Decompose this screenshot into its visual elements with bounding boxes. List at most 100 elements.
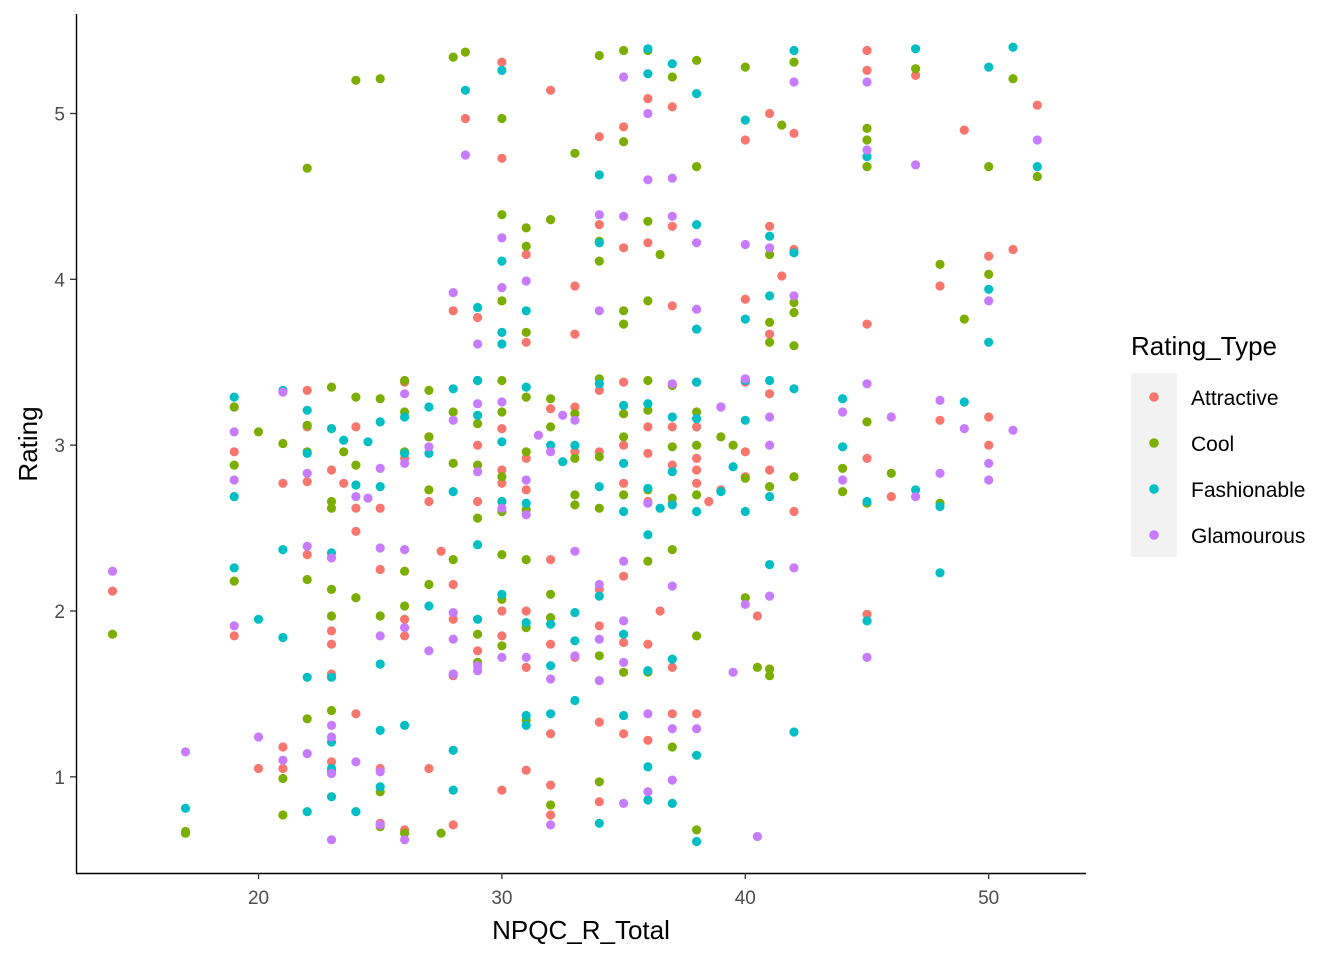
- point-glamourous-68: [619, 657, 629, 668]
- legend-key-cool: [1149, 438, 1159, 448]
- point-fashionable-67: [594, 238, 604, 248]
- legend-label-fashionable: Fashionable: [1191, 479, 1305, 502]
- point-attractive-108: [667, 709, 677, 719]
- point-glamourous-75: [667, 173, 677, 183]
- point-attractive-61: [521, 662, 531, 673]
- point-fashionable-10: [302, 672, 312, 682]
- point-cool-93: [619, 137, 629, 147]
- point-cool-148: [911, 64, 921, 74]
- point-glamourous-59: [594, 210, 604, 220]
- point-cool-95: [619, 319, 629, 329]
- point-attractive-91: [619, 729, 629, 739]
- point-cool-151: [959, 314, 969, 324]
- point-fashionable-11: [302, 807, 312, 817]
- point-glamourous-49: [521, 510, 531, 520]
- point-attractive-114: [692, 709, 702, 719]
- point-fashionable-122: [911, 485, 921, 495]
- point-fashionable-30: [424, 402, 434, 412]
- point-cool-57: [497, 375, 507, 386]
- point-fashionable-69: [594, 482, 604, 492]
- point-cool-83: [570, 500, 580, 510]
- point-attractive-130: [789, 128, 799, 138]
- point-cool-61: [497, 550, 507, 560]
- point-fashionable-62: [570, 440, 580, 450]
- point-fashionable-70: [594, 591, 604, 601]
- point-attractive-124: [765, 108, 775, 119]
- point-cool-111: [667, 442, 677, 452]
- point-glamourous-109: [984, 296, 994, 306]
- point-fashionable-121: [911, 44, 921, 54]
- point-fashionable-24: [375, 659, 385, 669]
- point-glamourous-31: [448, 288, 458, 298]
- point-cool-86: [594, 256, 604, 266]
- point-cool-70: [521, 555, 531, 565]
- point-glamourous-100: [862, 145, 872, 155]
- point-attractive-71: [570, 281, 580, 291]
- point-glamourous-27: [400, 623, 410, 633]
- point-glamourous-10: [302, 749, 312, 759]
- point-attractive-19: [351, 422, 361, 432]
- point-attractive-67: [546, 639, 556, 649]
- point-fashionable-31: [424, 448, 434, 458]
- point-cool-96: [619, 409, 629, 419]
- point-attractive-21: [351, 526, 361, 537]
- point-attractive-77: [594, 220, 604, 230]
- point-cool-18: [326, 584, 337, 595]
- point-glamourous-94: [789, 77, 799, 87]
- point-cool-75: [546, 422, 556, 432]
- point-fashionable-100: [716, 487, 726, 497]
- point-attractive-63: [546, 85, 556, 95]
- point-glamourous-95: [789, 291, 799, 301]
- point-glamourous-71: [643, 175, 653, 185]
- point-cool-82: [570, 490, 580, 500]
- point-attractive-144: [984, 412, 994, 422]
- point-attractive-143: [984, 251, 994, 261]
- point-cool-79: [570, 148, 580, 158]
- point-glamourous-113: [1032, 135, 1042, 145]
- point-cool-101: [643, 216, 653, 226]
- point-cool-108: [655, 249, 665, 260]
- point-attractive-8: [302, 385, 312, 395]
- point-attractive-53: [497, 606, 507, 616]
- point-fashionable-60: [546, 709, 556, 719]
- point-attractive-133: [862, 45, 872, 56]
- point-fashionable-103: [740, 314, 750, 324]
- point-fashionable-4: [253, 614, 264, 624]
- point-cool-112: [667, 493, 677, 503]
- point-cool-46: [448, 555, 458, 565]
- point-fashionable-74: [619, 506, 629, 517]
- points-layer: [107, 42, 1042, 847]
- x-tick-label-1: 30: [491, 888, 512, 909]
- point-glamourous-42: [497, 233, 507, 243]
- point-glamourous-90: [765, 243, 775, 253]
- point-fashionable-1: [229, 392, 239, 402]
- point-cool-65: [521, 241, 531, 251]
- point-fashionable-45: [497, 256, 507, 266]
- point-cool-73: [546, 215, 556, 225]
- point-glamourous-53: [546, 674, 556, 684]
- point-cool-89: [594, 503, 604, 513]
- point-fashionable-29: [400, 720, 410, 731]
- point-cool-84: [594, 50, 604, 61]
- point-attractive-51: [497, 478, 507, 488]
- point-glamourous-8: [302, 468, 312, 478]
- point-glamourous-14: [326, 768, 337, 779]
- point-cool-154: [1008, 74, 1018, 84]
- x-ticks: 20 30 40 50: [248, 873, 999, 909]
- point-attractive-132: [789, 506, 799, 517]
- point-cool-44: [448, 407, 458, 417]
- point-glamourous-25: [400, 458, 410, 468]
- point-attractive-85: [619, 243, 629, 253]
- point-attractive-84: [619, 122, 629, 132]
- point-cool-43: [448, 52, 458, 62]
- point-attractive-128: [765, 465, 775, 475]
- point-glamourous-87: [740, 374, 750, 384]
- point-fashionable-58: [546, 619, 556, 629]
- point-fashionable-72: [619, 400, 629, 410]
- point-fashionable-68: [594, 379, 604, 389]
- point-attractive-97: [643, 639, 653, 649]
- point-fashionable-119: [862, 496, 872, 507]
- point-attractive-74: [570, 447, 580, 457]
- point-cool-42: [436, 828, 446, 838]
- point-glamourous-20: [375, 543, 385, 553]
